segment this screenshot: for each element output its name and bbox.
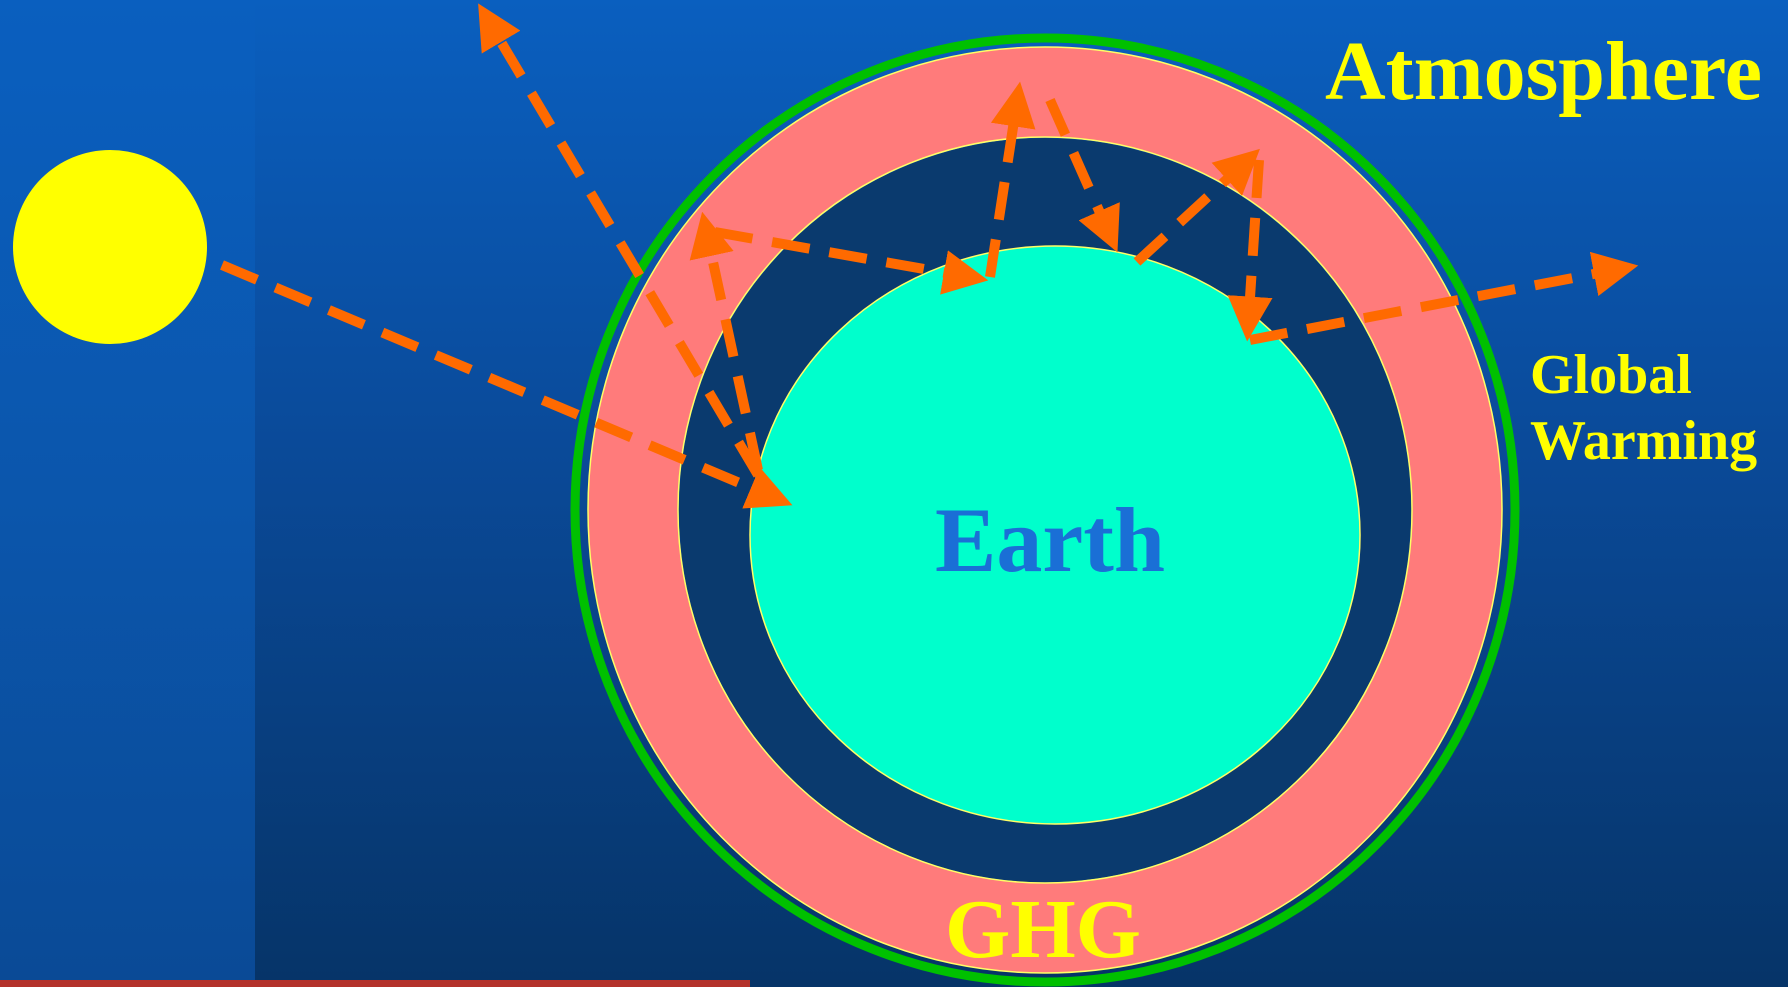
ghg-reemission-arrow-1 bbox=[714, 227, 989, 295]
ghg-reemission-arrow-3 bbox=[1227, 159, 1273, 342]
atmosphere-ring bbox=[570, 33, 1520, 987]
incoming-sunlight-arrow bbox=[220, 260, 793, 509]
earth-emission-arrow-1 bbox=[689, 211, 763, 472]
bottom-accent-bar bbox=[0, 980, 750, 987]
ghg-label: GHG bbox=[945, 883, 1142, 976]
atmosphere-label: Atmosphere bbox=[1325, 25, 1763, 118]
reflected-light-arrow bbox=[478, 3, 763, 478]
earth-emission-arrow-2 bbox=[985, 81, 1036, 278]
ghg-layer-inner-edge bbox=[677, 136, 1413, 884]
ghg-layer bbox=[588, 47, 1502, 973]
ghg-reemission-arrow-2 bbox=[1045, 97, 1120, 253]
earth-globe bbox=[749, 245, 1361, 825]
outgoing-heat-arrow bbox=[1249, 251, 1639, 345]
earth-label: Earth bbox=[935, 489, 1165, 591]
global-warming-label: Global Warming bbox=[1530, 344, 1758, 472]
ghg-layer-outer-edge bbox=[587, 46, 1503, 974]
earth-emission-arrow-3 bbox=[1133, 148, 1260, 266]
sun-icon bbox=[13, 150, 207, 344]
